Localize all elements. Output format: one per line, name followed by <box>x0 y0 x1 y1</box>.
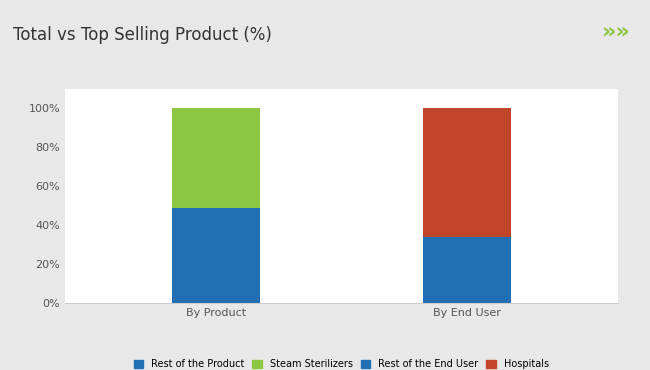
Bar <box>423 237 511 303</box>
Bar <box>423 108 511 237</box>
Text: Total vs Top Selling Product (%): Total vs Top Selling Product (%) <box>13 26 272 44</box>
Bar <box>172 208 259 303</box>
Bar <box>172 108 259 208</box>
Text: »»: »» <box>602 21 630 41</box>
Legend: Rest of the Product, Steam Sterilizers, Rest of the End User, Hospitals: Rest of the Product, Steam Sterilizers, … <box>130 356 552 370</box>
